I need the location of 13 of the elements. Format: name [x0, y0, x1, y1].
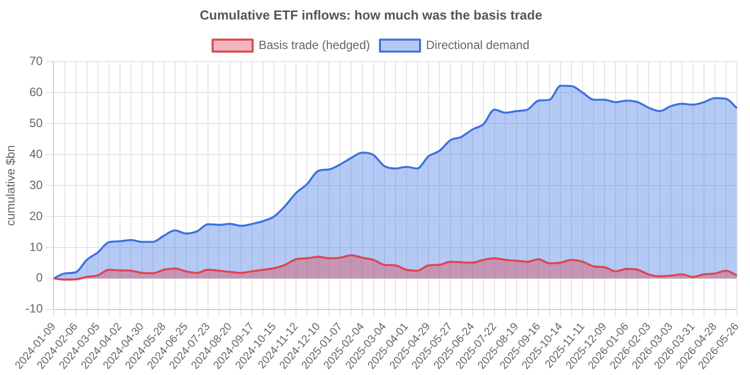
chart-title: Cumulative ETF inflows: how much was the basis trade — [200, 7, 542, 22]
legend-label: Directional demand — [426, 38, 530, 52]
y-tick-label: 20 — [29, 208, 44, 223]
y-tick-label: 30 — [29, 178, 44, 192]
y-axis-title: cumulative $bn — [4, 145, 18, 226]
y-tick-label: 0 — [36, 270, 44, 285]
y-tick-label: 10 — [29, 240, 44, 254]
legend-label: Basis trade (hedged) — [258, 38, 370, 52]
y-tick-label: 40 — [29, 146, 44, 161]
y-tick-label: 60 — [29, 84, 44, 99]
y-tick-label: 50 — [29, 116, 44, 130]
y-tick-label: 70 — [29, 54, 44, 68]
y-tick-label: -10 — [25, 302, 44, 316]
